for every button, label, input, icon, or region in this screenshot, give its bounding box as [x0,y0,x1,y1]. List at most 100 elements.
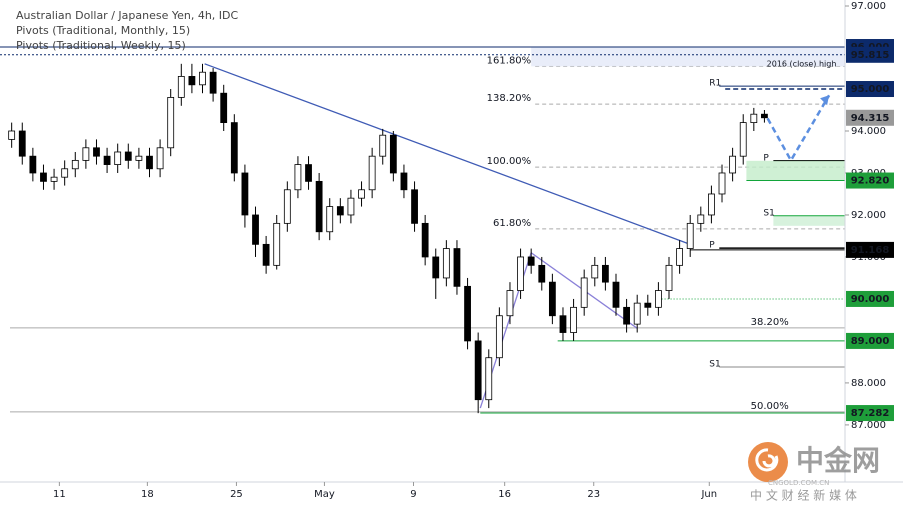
candle-body [71,159,79,170]
candle-body [708,193,715,216]
pivot-label: S1 [763,208,774,218]
candle-body [474,340,482,401]
candle-body [18,130,26,157]
last-price-badge-label: 94.315 [851,113,890,124]
candle-body [188,76,196,86]
x-tick-label: 18 [141,489,154,500]
fib-label: 50.00% [751,401,789,412]
candle-body [40,172,47,182]
x-tick-label: 25 [230,489,243,500]
candle-body [61,168,69,178]
candle-body [156,147,164,170]
price-badge-label: 92.820 [851,176,890,187]
candle-body [612,281,620,308]
candle-body [167,97,175,149]
candle-body [400,172,408,191]
candle-body [591,264,599,279]
candle-body [485,357,493,401]
annotation: 2016 (close) high [767,59,837,68]
pivot-label: S1 [709,359,720,369]
candle-body [114,151,122,165]
candle-body [252,214,259,245]
x-tick-label: 11 [53,489,66,500]
watermark-tagline: 中 文 财 经 新 媒 体 [750,488,857,503]
price-badge [846,405,894,422]
y-tick-label: 87.000 [851,420,886,431]
fib-label: 100.00% [487,156,532,167]
candle-body [517,256,524,291]
y-tick-label: 92.000 [851,210,886,221]
candle-body [697,214,705,224]
candle-body [283,189,291,224]
candle-body [570,306,577,333]
indicator-label: Pivots (Traditional, Weekly, 15) [16,39,186,52]
price-badge-label: 95.000 [851,84,890,95]
watermark-site: CNGOLD.COM.CN [768,479,829,487]
candle-body [453,248,461,287]
candle-body [241,172,249,216]
candle-body [336,206,344,216]
watermark-logo-mark [755,448,779,472]
candle-body [8,130,16,140]
candle-body [665,264,673,291]
candle-body [580,277,588,308]
price-badge [846,46,894,63]
x-tick-label: 9 [410,489,416,500]
candle-body [220,92,228,123]
price-badge [846,290,894,307]
candle-body [230,122,238,174]
candle-body [442,248,450,279]
fib-label: 61.80% [493,218,531,229]
candle-body [623,306,630,325]
price-badge [846,81,894,98]
candle-body [368,155,376,191]
candle-body [347,197,355,216]
candle-body [379,134,387,157]
candle-body [739,122,747,157]
candle-body [177,76,185,98]
candle-body [548,281,556,317]
candle-body [93,147,100,157]
candle-body [655,290,662,308]
candle-body [273,222,281,266]
candle-body [103,155,111,165]
candle-body [527,256,535,266]
price-axis: 111825May91623Jun97.00094.00093.00092.00… [0,0,903,500]
candle-body [199,71,206,86]
indicator-label: Pivots (Traditional, Monthly, 15) [16,24,190,37]
candle-body [644,302,652,308]
candle-body [432,256,440,279]
candle-body [294,164,302,191]
y-tick-label: 97.000 [851,1,886,12]
candle-body [729,155,737,174]
price-badge [846,241,894,258]
x-tick-label: 23 [587,489,600,500]
pivot-label: P [763,153,769,163]
candle-body [315,180,323,233]
candle-body [718,172,726,195]
last-price-badge [846,109,894,126]
candle-body [421,222,429,258]
projection-arrowhead [820,95,830,106]
candle-body [633,302,641,325]
y-tick-label: 88.000 [851,378,886,389]
resistance-zone [531,47,845,67]
watermark: 中金网 中 文 财 经 新 媒 体 CNGOLD.COM.CN [748,442,880,503]
candle-body [29,155,37,174]
candle-body [262,243,270,266]
price-badge [846,332,894,349]
x-tick-label: Jun [700,489,717,500]
candle-body [305,164,312,182]
candle-body [750,113,758,123]
candle-body [761,113,768,119]
candle-body [124,151,132,161]
candle-body [146,155,153,170]
candle-body [686,222,694,249]
candle-body [326,206,334,233]
candle-body [495,315,503,359]
price-badge-label: 89.000 [851,336,890,347]
candle-body [209,71,217,94]
candle-body [559,315,567,333]
